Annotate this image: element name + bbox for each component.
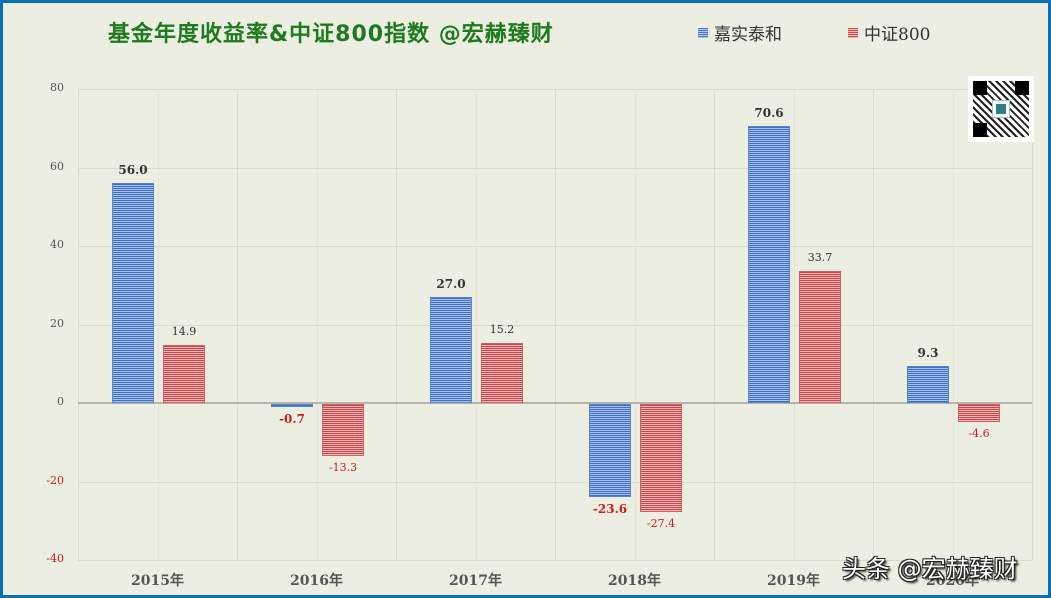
gridline-vertical-minor [158, 89, 159, 560]
gridline-vertical [396, 89, 397, 560]
bar-csi800 [481, 343, 523, 403]
data-label: 56.0 [118, 163, 148, 177]
bar-csi800 [958, 404, 1000, 422]
chart-title: 基金年度收益率&中证800指数 @宏赫臻财 [108, 22, 554, 47]
data-label: -23.6 [592, 502, 628, 516]
x-tick-label: 2018年 [608, 573, 661, 589]
legend-item-csi800: 中证800 [848, 20, 930, 45]
x-tick-label: 2015年 [131, 573, 184, 589]
bar-jiashi-taihe [907, 366, 949, 403]
x-tick-label: 2016年 [290, 573, 343, 589]
zero-axis-line [78, 402, 1032, 404]
bar-jiashi-taihe [589, 404, 631, 497]
y-tick-label: 20 [50, 317, 64, 330]
x-tick-label: 2019年 [767, 573, 820, 589]
bar-csi800 [640, 404, 682, 512]
y-tick-label: -20 [46, 474, 64, 487]
gridline-horizontal [78, 560, 1032, 561]
data-label: -4.6 [968, 427, 990, 440]
y-tick-label: 0 [57, 395, 64, 408]
legend-swatch-red-icon [848, 27, 858, 38]
gridline-vertical [78, 89, 79, 560]
qr-code-icon [968, 76, 1034, 142]
gridline-vertical-minor [953, 89, 954, 560]
data-label: 14.9 [171, 325, 197, 338]
data-label: -0.7 [279, 412, 305, 426]
data-label: 27.0 [436, 277, 466, 291]
gridline-vertical [237, 89, 238, 560]
data-label: 9.3 [917, 346, 939, 360]
legend-label: 嘉实泰和 [714, 25, 782, 45]
legend-label: 中证800 [864, 25, 931, 45]
gridline-vertical [873, 89, 874, 560]
x-tick-label: 2020年 [926, 573, 979, 589]
watermark: 头条 @宏赫臻财 [842, 555, 1018, 583]
y-tick-label: 80 [50, 81, 64, 94]
gridline-vertical-minor [476, 89, 477, 560]
gridline-vertical [555, 89, 556, 560]
data-label: -13.3 [328, 461, 358, 474]
bar-csi800 [163, 345, 205, 403]
bar-csi800 [799, 271, 841, 403]
gridline-vertical-minor [317, 89, 318, 560]
gridline-vertical [1032, 89, 1033, 560]
bar-csi800 [322, 404, 364, 456]
bar-jiashi-taihe [748, 126, 790, 403]
gridline-vertical-minor [794, 89, 795, 560]
x-tick-label: 2017年 [449, 573, 502, 589]
y-tick-label: -40 [46, 552, 64, 565]
legend-swatch-blue-icon [698, 27, 708, 38]
data-label: 70.6 [754, 106, 784, 120]
data-label: 15.2 [489, 323, 515, 336]
data-label: -27.4 [646, 517, 676, 530]
bar-jiashi-taihe [271, 404, 313, 407]
y-tick-label: 40 [50, 238, 64, 251]
gridline-vertical [714, 89, 715, 560]
data-label: 33.7 [807, 251, 833, 264]
y-tick-label: 60 [50, 160, 64, 173]
bar-jiashi-taihe [112, 183, 154, 403]
legend-item-jiashi-taihe: 嘉实泰和 [698, 20, 782, 45]
gridline-vertical-minor [635, 89, 636, 560]
bar-jiashi-taihe [430, 297, 472, 403]
